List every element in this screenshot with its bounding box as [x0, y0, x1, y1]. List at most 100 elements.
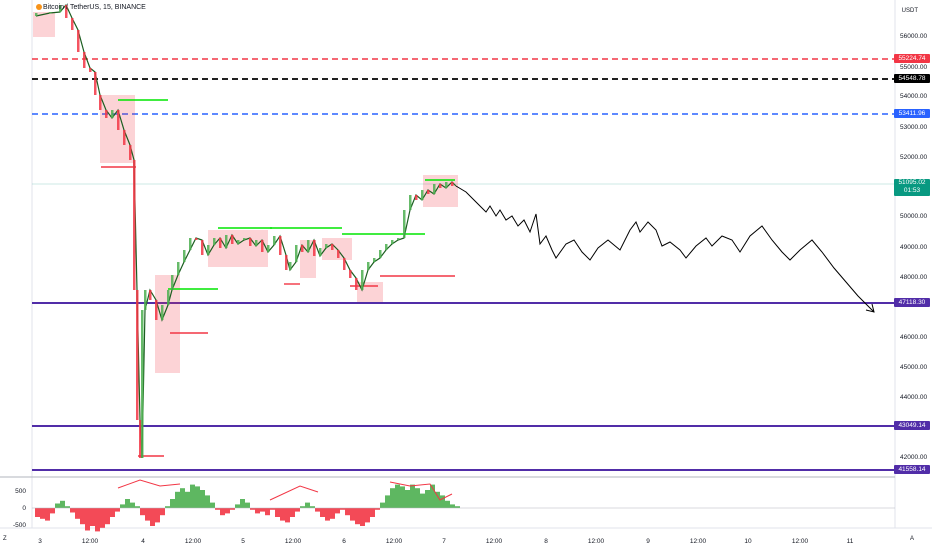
candle	[71, 18, 74, 30]
timezone-toggle[interactable]: Z	[3, 536, 7, 542]
oscillator-bar	[320, 508, 325, 517]
price-tick-label: 49000.00	[900, 244, 927, 251]
candle	[319, 248, 322, 256]
candle	[83, 52, 86, 68]
oscillator-bar	[125, 499, 130, 508]
candle	[307, 240, 310, 252]
price-tick-label: 56000.00	[900, 33, 927, 40]
candle	[403, 210, 406, 238]
oscillator-bar	[310, 506, 315, 508]
candle	[261, 240, 264, 252]
price-tag: 51095.02 01:53	[894, 179, 930, 196]
oscillator-bar	[425, 490, 430, 508]
time-tick-label: 7	[442, 538, 446, 545]
oscillator-bar	[135, 506, 140, 508]
price-tag-value: 51095.02	[898, 179, 926, 186]
candle	[231, 235, 234, 244]
oscillator-bar	[55, 503, 60, 508]
candle	[183, 250, 186, 262]
oscillator-bar	[120, 504, 125, 508]
oscillator-bar	[205, 495, 210, 508]
oscillator-bar	[325, 508, 330, 521]
candle	[136, 290, 139, 420]
oscillator-bar	[375, 508, 380, 510]
price-tag-value: 43049.14	[898, 422, 926, 429]
oscillator-bar	[440, 495, 445, 508]
price-tag: 54548.78	[894, 74, 930, 83]
candle	[289, 262, 292, 270]
oscillator-bar	[240, 499, 245, 508]
candle	[433, 184, 436, 194]
divergence-line	[269, 485, 319, 501]
oscillator-bar	[185, 491, 190, 508]
candle	[149, 290, 152, 300]
candle	[201, 240, 204, 255]
oscillator-tick-label: 500	[15, 488, 26, 495]
oscillator-bar	[210, 502, 215, 508]
price-tag-value: 54548.78	[898, 75, 926, 82]
candle	[331, 244, 334, 250]
time-tick-label: 10	[744, 538, 752, 545]
oscillator-bar	[90, 508, 95, 526]
candle	[117, 110, 120, 130]
oscillator-bar	[350, 508, 355, 521]
candle	[255, 240, 258, 246]
symbol-interval: 15	[103, 4, 111, 11]
oscillator-bar	[220, 508, 225, 516]
currency-label[interactable]: USDT	[901, 8, 918, 14]
candle	[267, 245, 270, 252]
oscillator-bar	[275, 508, 280, 517]
oscillator-bar	[415, 488, 420, 508]
oscillator-bar	[95, 508, 100, 532]
oscillator-bar	[50, 508, 55, 514]
time-tick-label: 9	[646, 538, 650, 545]
time-tick-label: 8	[544, 538, 548, 545]
oscillator-bar	[445, 500, 450, 508]
candle	[243, 238, 246, 240]
candle	[427, 190, 430, 194]
price-tick-label: 55000.00	[900, 64, 927, 71]
price-tag: 43049.14	[894, 421, 930, 430]
symbol-header[interactable]: Bitcoin / TetherUS, 15, BINANCE	[36, 4, 146, 11]
candle	[105, 110, 108, 118]
oscillator-bar	[190, 484, 195, 508]
oscillator-bar	[85, 508, 90, 531]
candle	[343, 258, 346, 270]
time-tick-label: 12:00	[386, 538, 403, 545]
candle	[313, 240, 316, 256]
oscillator-bar	[450, 504, 455, 508]
oscillator-bar	[235, 504, 240, 508]
candle	[195, 238, 198, 240]
oscillator-bar	[285, 508, 290, 523]
oscillator-bar	[255, 508, 260, 514]
price-tag-value: 47118.30	[898, 299, 926, 306]
candle	[421, 190, 424, 200]
time-tick-label: 5	[241, 538, 245, 545]
oscillator-bar	[265, 508, 270, 516]
oscillator-bar	[150, 508, 155, 526]
candle	[99, 95, 102, 110]
candle	[141, 310, 144, 458]
price-tick-label: 42000.00	[900, 454, 927, 461]
candle	[249, 238, 252, 246]
price-tag: 53411.96	[894, 109, 930, 118]
candle	[295, 245, 298, 262]
candle	[139, 420, 142, 458]
oscillator-bar	[110, 508, 115, 517]
oscillator-bar	[160, 508, 165, 516]
oscillator-bar	[195, 486, 200, 508]
candle	[373, 258, 376, 262]
auto-scale-toggle[interactable]: A	[909, 536, 914, 542]
candle	[379, 250, 382, 258]
candle	[445, 182, 448, 188]
candle	[94, 72, 97, 95]
symbol-quote: TetherUS	[69, 4, 100, 11]
candle	[161, 305, 164, 320]
projection-arrowhead	[865, 303, 875, 313]
price-tag-value: 53411.96	[898, 110, 926, 117]
order-block-zone	[155, 275, 180, 373]
time-tick-label: 12:00	[82, 538, 99, 545]
candle	[409, 195, 412, 210]
